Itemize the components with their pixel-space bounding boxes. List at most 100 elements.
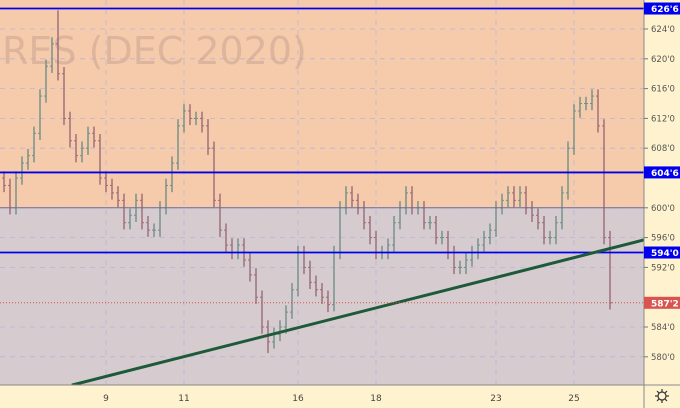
ohlc-bar (350, 186, 354, 208)
level-badge (644, 2, 680, 15)
y-tick-label: 592'0 (651, 263, 675, 273)
ohlc-bar (92, 126, 96, 148)
ohlc-bar (542, 215, 546, 245)
x-tick-label: 18 (370, 394, 382, 404)
ohlc-bar (56, 10, 60, 81)
y-tick-label: 584'0 (651, 323, 675, 333)
ohlc-bar (224, 223, 228, 252)
ohlc-bar (506, 186, 510, 208)
ohlc-bar (152, 223, 156, 237)
ohlc-bar (596, 89, 600, 133)
time-axis[interactable] (0, 385, 644, 408)
ohlc-bar (182, 104, 186, 133)
ohlc-bar (140, 193, 144, 230)
last-price-badge (644, 296, 680, 309)
level-badge (644, 166, 680, 179)
level-badge-label: 594'0 (651, 249, 679, 259)
ohlc-bar (440, 230, 444, 245)
x-tick-label: 25 (568, 394, 579, 404)
y-tick-label: 620'0 (651, 55, 675, 65)
ohlc-bar (128, 208, 132, 230)
ohlc-bar (98, 134, 102, 185)
price-bars (2, 10, 612, 354)
price-badges: 626'6 604'6 594'0 587'2 (644, 2, 680, 309)
ohlc-bar (320, 283, 324, 304)
y-tick-label: 600'0 (651, 204, 675, 214)
ohlc-bar (248, 253, 252, 282)
price-axis[interactable] (644, 0, 680, 408)
ohlc-bar (590, 89, 594, 111)
ohlc-bar (176, 119, 180, 170)
ohlc-bar (122, 193, 126, 230)
grid (0, 0, 644, 385)
y-tick-label: 608'0 (651, 144, 675, 154)
watermark-text: RES (DEC 2020) (2, 29, 307, 73)
ohlc-bar (68, 111, 72, 148)
level-badge-label: 626'6 (651, 5, 679, 15)
ohlc-bar (74, 134, 78, 163)
y-tick-label: 580'0 (651, 353, 675, 363)
ohlc-bar (464, 253, 468, 275)
level-lines[interactable] (0, 7, 644, 254)
y-tick-label: 596'0 (651, 234, 675, 244)
ohlc-bar (458, 260, 462, 275)
ohlc-bar (62, 66, 66, 126)
ohlc-bar (260, 290, 264, 334)
price-axis-labels: 580'0 584'0 592'0 596'0 600'0 608'0 612'0 616'0… (644, 25, 675, 363)
x-tick-label: 16 (292, 394, 304, 404)
ohlc-bar (392, 215, 396, 252)
ohlc-bar (44, 59, 48, 103)
ohlc-bar (578, 96, 582, 118)
ohlc-bar (326, 290, 330, 313)
ohlc-bar (554, 215, 558, 245)
y-tick-label: 616'0 (651, 85, 675, 95)
ohlc-bar (290, 283, 294, 319)
settings-gear-icon[interactable] (655, 389, 669, 403)
ohlc-bar (212, 141, 216, 208)
ohlc-bar (488, 223, 492, 245)
ohlc-bar (146, 215, 150, 237)
ohlc-bar (200, 111, 204, 133)
ohlc-bar (206, 119, 210, 155)
ohlc-bar (548, 230, 552, 245)
ohlc-bar (518, 186, 522, 208)
ohlc-bar (32, 126, 36, 163)
ohlc-bar (482, 230, 486, 252)
y-tick-label: 612'0 (651, 114, 675, 124)
time-axis-labels: 9 11 16 18 23 25 (103, 394, 580, 404)
ohlc-bar (434, 215, 438, 245)
ohlc-bar (314, 275, 318, 297)
ohlc-bar (86, 126, 90, 155)
ohlc-bar (104, 171, 108, 193)
ohlc-bar (602, 119, 606, 245)
ohlc-bar (170, 156, 174, 193)
x-tick-label: 11 (178, 394, 189, 404)
ohlc-bar (566, 141, 570, 200)
x-tick-label: 9 (103, 394, 109, 404)
ohlc-bar (50, 37, 54, 73)
ohlc-bar (284, 305, 288, 334)
x-tick-label: 23 (490, 394, 501, 404)
ohlc-bar (308, 260, 312, 290)
level-badge-label: 604'6 (651, 169, 679, 179)
ohlc-bar (194, 111, 198, 126)
ohlc-bar (80, 141, 84, 163)
ohlc-bar (536, 208, 540, 230)
ohlc-bar (20, 156, 24, 185)
ohlc-bar (116, 186, 120, 208)
level-badge (644, 246, 680, 259)
trendline[interactable] (71, 238, 645, 387)
ohlc-bar (38, 89, 42, 141)
ohlc-bar (110, 178, 114, 200)
ohlc-bar (368, 215, 372, 245)
ohlc-bar (254, 268, 258, 304)
ohlc-bar (512, 186, 516, 208)
ohlc-bar (608, 230, 612, 310)
ohlc-bar (2, 171, 6, 193)
ohlc-bar (572, 104, 576, 155)
ohlc-bar (584, 96, 588, 111)
y-tick-label: 624'0 (651, 25, 675, 35)
ohlc-bar (428, 215, 432, 230)
